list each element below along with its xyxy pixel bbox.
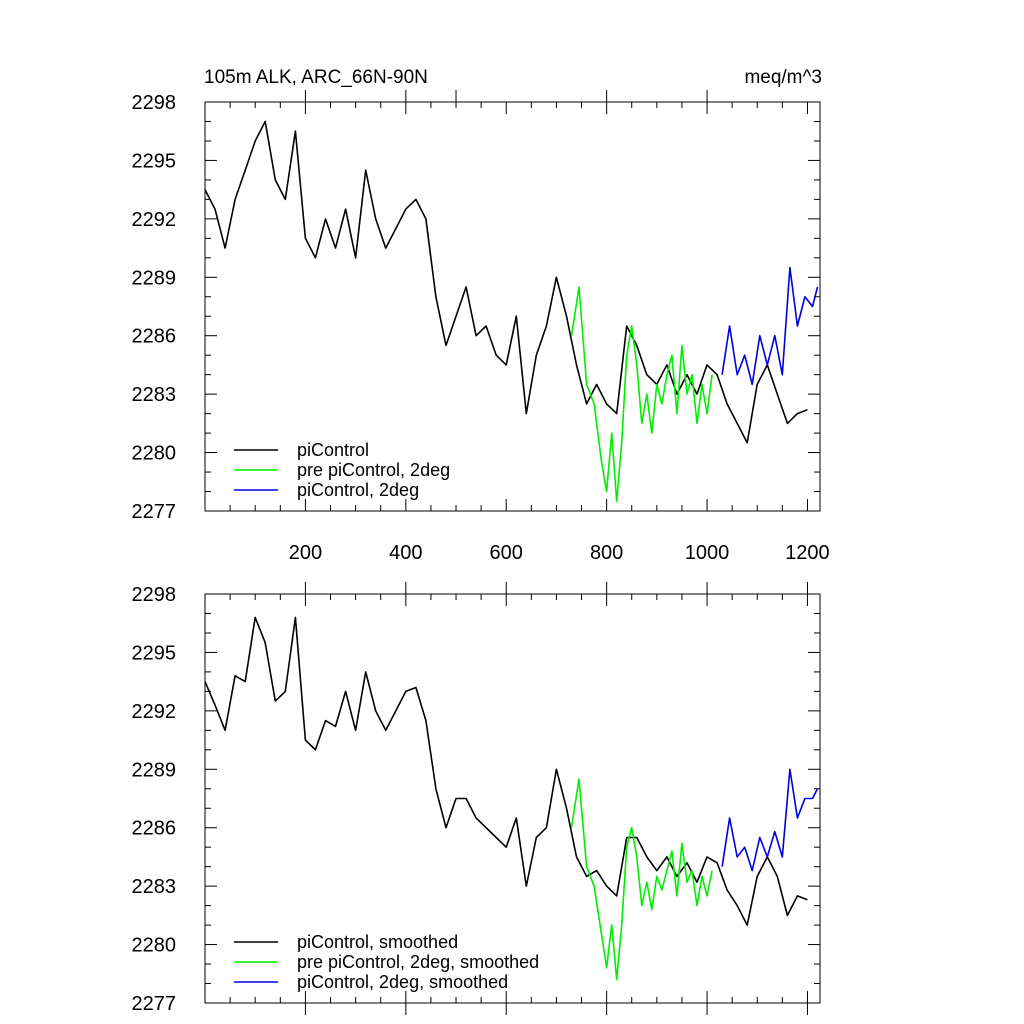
legend-label: pre piControl, 2deg — [297, 460, 450, 480]
series-line-2 — [721, 768, 819, 872]
legend-label: piControl, 2deg, smoothed — [297, 972, 508, 992]
top-panel-units: meq/m^3 — [744, 67, 822, 88]
y-tick-label: 2292 — [132, 701, 177, 723]
plot-frame — [204, 593, 821, 1004]
y-tick-label: 2295 — [132, 150, 177, 172]
y-tick-label: 2280 — [132, 443, 177, 465]
x-tick-label: 1200 — [785, 542, 830, 564]
y-tick-label: 2283 — [132, 384, 177, 406]
legend-label: piControl — [297, 440, 369, 460]
y-tick-label: 2286 — [132, 326, 177, 348]
legend-label: pre piControl, 2deg, smoothed — [297, 952, 539, 972]
x-tick-label: 1000 — [685, 542, 730, 564]
x-tick-label: 800 — [590, 542, 623, 564]
series-line-0 — [204, 120, 808, 444]
plot-frame — [204, 101, 821, 512]
top-panel: 105m ALK, ARC_66N-90N meq/m^3 2277 2280 22… — [132, 67, 830, 564]
y-tick-label: 2277 — [132, 993, 177, 1015]
y-tick-label: 2289 — [132, 267, 177, 289]
legend-label: piControl, 2deg — [297, 480, 419, 500]
x-tick-label: 600 — [490, 542, 523, 564]
y-tick-label: 2295 — [132, 642, 177, 664]
top-panel-title: 105m ALK, ARC_66N-90N — [204, 67, 428, 88]
x-tick-label: 200 — [289, 542, 322, 564]
y-tick-label: 2292 — [132, 209, 177, 231]
series-line-1 — [570, 778, 713, 981]
y-tick-label: 2283 — [132, 876, 177, 898]
y-tick-label: 2280 — [132, 935, 177, 957]
series-line-2 — [721, 266, 819, 386]
x-tick-label: 400 — [389, 542, 422, 564]
bottom-panel: 2277 2280 2283 2286 2289 2292 2295 2298 piContro… — [132, 582, 821, 1015]
series-line-0 — [204, 616, 808, 926]
y-tick-label: 2298 — [132, 584, 177, 606]
y-tick-label: 2286 — [132, 818, 177, 840]
series-line-1 — [570, 286, 713, 503]
y-tick-label: 2298 — [132, 92, 177, 114]
y-tick-label: 2277 — [132, 501, 177, 523]
legend-label: piControl, smoothed — [297, 932, 458, 952]
y-tick-label: 2289 — [132, 759, 177, 781]
